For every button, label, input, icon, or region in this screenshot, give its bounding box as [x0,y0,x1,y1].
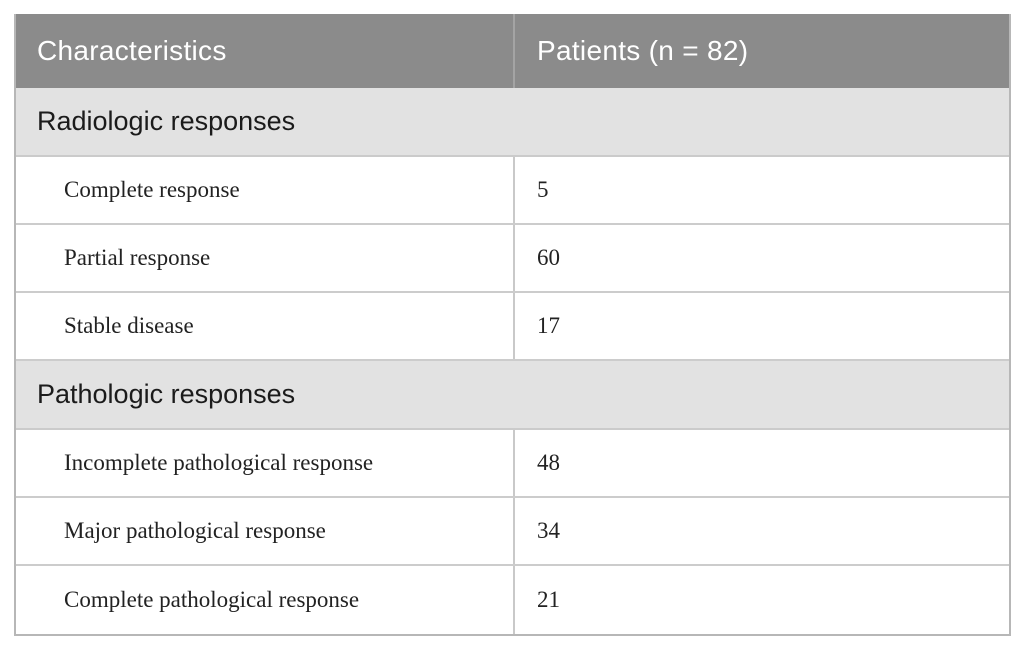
row-value: 5 [537,177,549,202]
header-label-patients: Patients (n = 82) [537,35,749,66]
row-label-cell: Major pathological response [16,498,515,564]
table-row-stable-disease: Stable disease 17 [16,293,1009,361]
section-cell: Radiologic responses [16,88,1009,155]
row-value-cell: 17 [515,293,1009,359]
section-title-radiologic: Radiologic responses [37,106,296,136]
row-value-cell: 60 [515,225,1009,291]
row-label-cell: Stable disease [16,293,515,359]
row-value: 21 [537,587,560,612]
table-row-partial-response: Partial response 60 [16,225,1009,293]
section-row-radiologic-responses: Radiologic responses [16,88,1009,157]
row-value-cell: 5 [515,157,1009,223]
patients-characteristics-table: Characteristics Patients (n = 82) Radiol… [14,14,1011,636]
section-cell: Pathologic responses [16,361,1009,428]
row-label: Complete pathological response [64,587,360,612]
header-cell-characteristics: Characteristics [16,14,515,88]
row-value-cell: 34 [515,498,1009,564]
row-label-cell: Complete response [16,157,515,223]
row-value: 17 [537,313,560,338]
table-row-complete-pathological-response: Complete pathological response 21 [16,566,1009,634]
row-label-cell: Complete pathological response [16,566,515,634]
row-label-cell: Incomplete pathological response [16,430,515,496]
section-row-pathologic-responses: Pathologic responses [16,361,1009,430]
row-label: Incomplete pathological response [64,450,374,475]
table-row-incomplete-pathological-response: Incomplete pathological response 48 [16,430,1009,498]
row-label: Stable disease [64,313,194,338]
row-label: Major pathological response [64,518,326,543]
header-cell-patients: Patients (n = 82) [515,14,1009,88]
row-label-cell: Partial response [16,225,515,291]
table-row-complete-response: Complete response 5 [16,157,1009,225]
header-label-characteristics: Characteristics [37,35,227,66]
row-label: Partial response [64,245,211,270]
row-value: 34 [537,518,560,543]
section-title-pathologic: Pathologic responses [37,379,296,409]
row-value-cell: 21 [515,566,1009,634]
row-value: 48 [537,450,560,475]
table-row-major-pathological-response: Major pathological response 34 [16,498,1009,566]
row-label: Complete response [64,177,240,202]
row-value: 60 [537,245,560,270]
table-header-row: Characteristics Patients (n = 82) [16,14,1009,88]
row-value-cell: 48 [515,430,1009,496]
